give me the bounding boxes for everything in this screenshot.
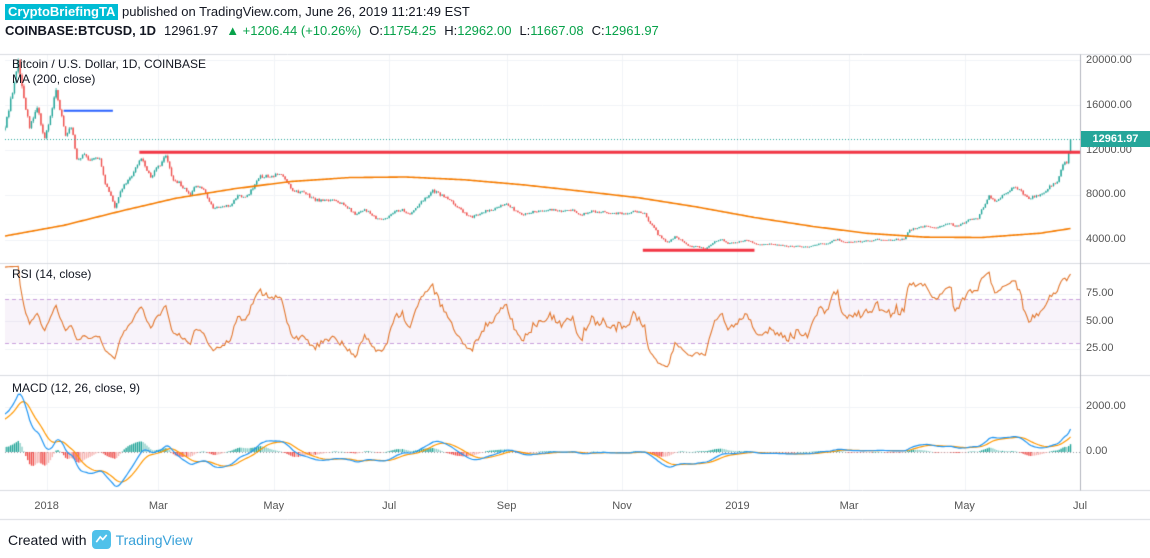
time-axis-label: 2019 — [725, 500, 750, 512]
macd-axis-tick: 2000.00 — [1086, 400, 1126, 413]
time-axis-label: Sep — [496, 500, 517, 512]
time-axis-label: May — [263, 500, 285, 512]
ohlc-value: 12961.97 — [604, 23, 659, 38]
tradingview-link[interactable]: TradingView — [115, 531, 193, 548]
time-axis-label: Mar — [148, 500, 168, 512]
time-axis-label: Mar — [839, 500, 859, 512]
ohlc-label: C: — [591, 23, 605, 38]
price-axis-tick: 20000.00 — [1086, 53, 1132, 66]
price-axis-tick: 16000.00 — [1086, 98, 1132, 111]
rsi-axis-tick: 25.00 — [1086, 342, 1114, 355]
ohlc-value: 12962.00 — [457, 23, 512, 38]
symbol-bar: COINBASE:BTCUSD, 1D 12961.97 ▲ +1206.44 (+… — [5, 23, 659, 38]
price-change: ▲ +1206.44 (+10.26%) — [226, 23, 362, 38]
tradingview-logo-icon[interactable] — [91, 530, 111, 549]
time-axis-label: 2018 — [34, 500, 59, 512]
time-axis-label: Jul — [382, 500, 397, 512]
ohlc-value: 11754.25 — [382, 23, 437, 38]
price-axis-tick: 8000.00 — [1086, 188, 1126, 201]
publish-text: published on TradingView.com, June 26, 2… — [118, 4, 470, 19]
last-price: 12961.97 — [163, 23, 219, 38]
rsi-axis-tick: 75.00 — [1086, 287, 1114, 300]
rsi-axis-tick: 50.00 — [1086, 314, 1114, 327]
time-axis-label: Nov — [612, 500, 632, 512]
price-axis-tick: 4000.00 — [1086, 233, 1126, 246]
ohlc-label: O: — [369, 23, 383, 38]
last-price-badge: 12961.97 — [1081, 131, 1150, 148]
ohlc-readout: O:11754.25 H:12962.00 L:11667.08 C:12961.97 — [361, 23, 659, 38]
macd-axis-tick: 0.00 — [1086, 445, 1108, 458]
time-axis-label: Jul — [1072, 500, 1088, 512]
symbol-name[interactable]: COINBASE:BTCUSD, 1D — [5, 23, 156, 38]
created-with-text: Created with — [8, 531, 87, 548]
ohlc-value: 11667.08 — [530, 23, 584, 38]
publish-bar: CryptoBriefingTA published on TradingVie… — [5, 4, 470, 20]
footer: Created with TradingView — [8, 530, 193, 549]
author-badge[interactable]: CryptoBriefingTA — [5, 4, 119, 20]
ohlc-label: L: — [519, 23, 531, 38]
ohlc-label: H: — [444, 23, 458, 38]
time-axis-label: May — [954, 500, 975, 512]
